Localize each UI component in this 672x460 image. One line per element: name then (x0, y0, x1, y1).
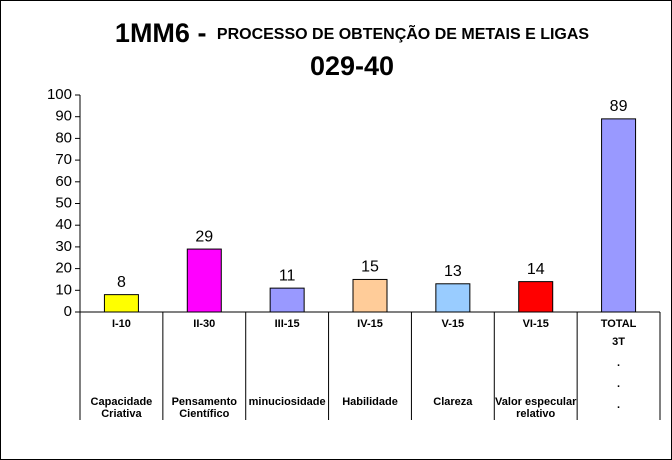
x-tick-label: II-30 (193, 318, 215, 330)
y-tick-label: 90 (55, 108, 72, 125)
bar (103, 294, 139, 313)
y-tick-label: 70 (55, 151, 72, 168)
y-tick-label: 20 (55, 260, 72, 277)
y-tick-label: 80 (55, 129, 72, 146)
title-sub: PROCESSO DE OBTENÇÃO DE METAIS E LIGAS (217, 23, 590, 43)
value-label: 8 (117, 274, 126, 291)
y-tick-label: 100 (47, 86, 72, 103)
value-label: 14 (527, 261, 545, 278)
bar (186, 248, 222, 313)
value-label: 11 (279, 267, 296, 284)
y-tick-label: 40 (55, 216, 72, 233)
y-tick-label: 30 (55, 238, 72, 255)
bar (352, 278, 388, 313)
title-line2: 029-40 (310, 51, 394, 81)
category-description: Valor especular (495, 396, 577, 408)
y-tick-label: 10 (55, 281, 72, 298)
value-label: 15 (361, 259, 379, 276)
category-description: Criativa (101, 408, 142, 420)
y-tick-label: 60 (55, 173, 72, 190)
bar (601, 118, 637, 313)
value-label: 29 (195, 228, 213, 245)
total-note: . (617, 378, 620, 390)
y-tick-label: 0 (64, 303, 72, 320)
total-note: 3T (612, 336, 625, 348)
category-description: minuciosidade (249, 396, 326, 408)
x-tick-label: I-10 (112, 318, 131, 330)
total-note: . (617, 399, 620, 411)
bar (269, 287, 305, 313)
category-description: Pensamento (172, 396, 238, 408)
value-label: 89 (610, 98, 628, 115)
x-tick-label: III-15 (275, 318, 300, 330)
category-description: Habilidade (342, 396, 398, 408)
category-description: Clareza (433, 396, 473, 408)
title-main: 1MM6 - (115, 18, 207, 48)
y-tick-label: 50 (55, 194, 72, 211)
value-label: 13 (444, 263, 462, 280)
bar (518, 281, 554, 313)
category-description: relativo (516, 408, 555, 420)
category-description: Científico (179, 408, 229, 420)
x-tick-label: VI-15 (523, 318, 549, 330)
x-tick-label: IV-15 (357, 318, 383, 330)
category-description: Capacidade (91, 396, 153, 408)
chart-title: 1MM6 - PROCESSO DE OBTENÇÃO DE METAIS E … (115, 18, 589, 48)
bar (435, 283, 471, 313)
x-tick-label: TOTAL (601, 318, 637, 330)
total-note: . (617, 357, 620, 369)
x-tick-label: V-15 (442, 318, 465, 330)
